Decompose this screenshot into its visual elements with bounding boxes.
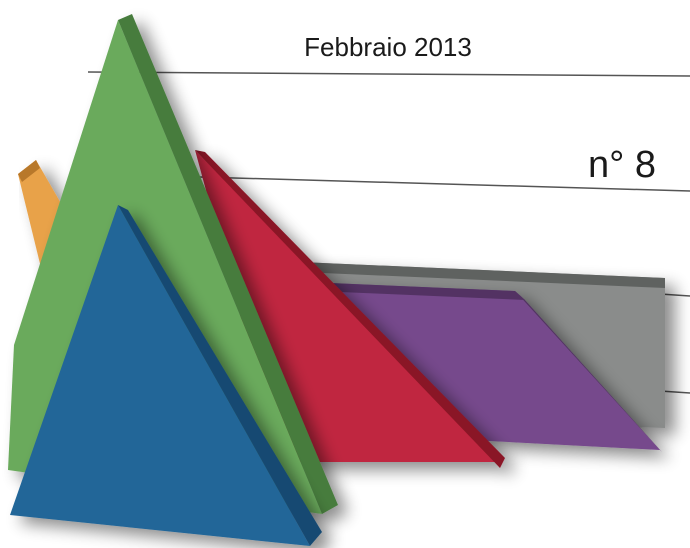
purple-shape <box>330 283 662 452</box>
rule <box>199 176 690 192</box>
blue-shape <box>10 205 322 546</box>
issue-number: n° 8 <box>588 144 656 186</box>
rule <box>87 71 690 77</box>
date: Febbraio 2013 <box>304 32 472 62</box>
